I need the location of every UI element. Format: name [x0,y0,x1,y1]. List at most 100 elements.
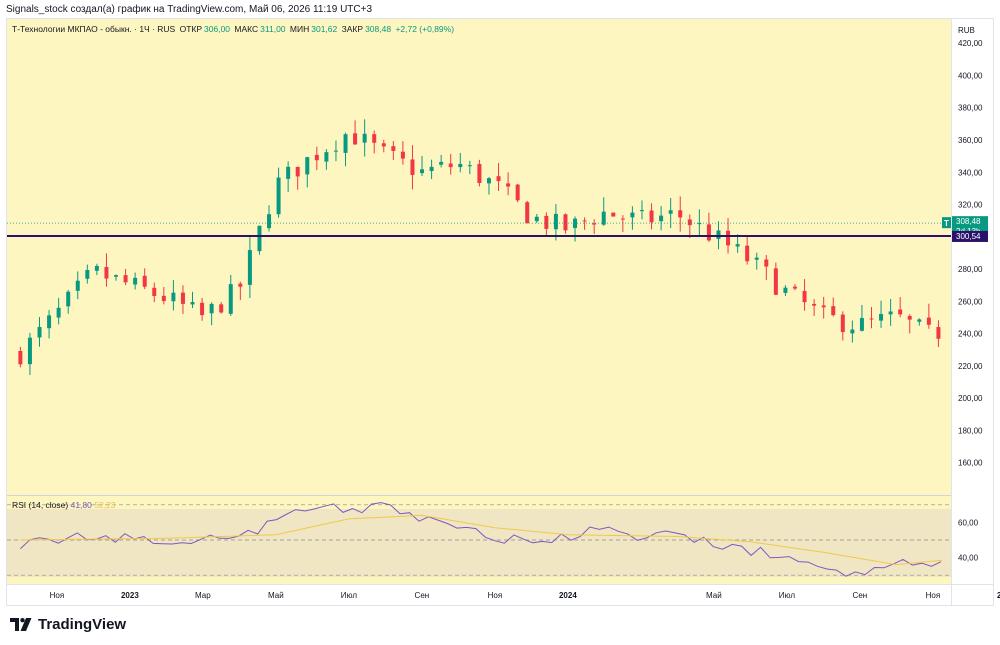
candle-body [792,286,797,289]
candle-body [171,292,176,302]
symbol-name[interactable]: Т-Технологии МКПАО - обыкн. · 1Ч · RUS [12,24,176,34]
price-tick-label: 160,00 [958,459,983,468]
candle-body [114,275,119,277]
candle-body [295,166,300,177]
candle-body [869,318,874,320]
candle-body [27,337,32,365]
candle-body [687,219,692,226]
level-badge [952,230,988,242]
candle-body [926,317,931,325]
rsi-legend[interactable]: RSI (14, close) 41,80 52,23 [12,500,116,510]
candle-body [888,311,893,315]
candle-body [123,275,128,283]
price-tick-label: 420,00 [958,39,983,48]
symbol-badge-letter: T [944,219,949,228]
symbol-legend[interactable]: Т-Технологии МКПАО - обыкн. · 1Ч · RUS О… [12,24,456,34]
price-tick-label: 340,00 [958,168,983,177]
price-tick-label: 360,00 [958,136,983,145]
candle-body [706,224,711,241]
candle-body [907,316,912,320]
candle-body [458,163,463,168]
candle-body [620,218,625,220]
high-value: 311,00 [260,24,286,34]
candle-body [802,290,807,303]
candle-body [534,216,539,222]
candle-body [305,157,310,175]
rsi-value: 41,80 [70,500,92,510]
candle-body [439,161,444,165]
currency-label[interactable]: RUB [958,26,975,35]
rsi-name[interactable]: RSI (14, close) [12,500,69,510]
candle-body [639,210,644,212]
candle-body [773,268,778,295]
candle-body [47,315,52,329]
candle-body [343,134,348,153]
rsi-tick-label: 40,00 [958,554,979,563]
candle-body [735,244,740,247]
candle-body [506,183,511,187]
candle-body [477,164,482,184]
candle-body [267,214,272,229]
candle-body [381,143,386,147]
low-value: 301,62 [311,24,338,34]
candle-body [649,210,654,223]
candle-body [601,211,606,225]
candle-body [372,134,377,143]
candle-body [429,166,434,172]
time-tick-label: Сен [853,591,868,600]
candle-body [525,202,530,224]
candle-body [209,303,214,314]
candle-body [745,245,750,262]
attribution-text: Signals_stock создал(а) график на Tradin… [6,4,373,15]
time-tick-label: Ноя [926,591,941,600]
tradingview-logo[interactable]: TradingView [10,616,126,633]
candle-body [496,176,501,182]
price-tick-label: 220,00 [958,362,983,371]
candle-body [592,223,597,225]
candle-body [754,257,759,260]
close-value: 308,48 [365,24,392,34]
tradingview-brand-text: TradingView [38,616,127,633]
candle-body [659,215,664,222]
candle-body [420,169,425,174]
change-value: +2,72 (+0,89%) [395,24,455,34]
rsi-axis: 60,00 40,00 [958,518,979,562]
candle-body [697,223,702,225]
candle-body [850,329,855,334]
candle-body [859,318,864,331]
candle-body [840,314,845,333]
candle-body [152,287,157,296]
candle-body [228,284,233,314]
candle-body [133,277,138,285]
candle-body [486,178,491,184]
candle-body [515,184,520,201]
time-tick-label: Июл [779,591,796,600]
candle-body [668,210,673,214]
candle-body [219,304,224,313]
time-tick-label: Сен [415,591,430,600]
candle-body [247,250,252,285]
price-tick-label: 320,00 [958,201,983,210]
price-tick-label: 400,00 [958,71,983,80]
rsi-line [20,502,942,577]
time-tick-label: Май [268,591,284,600]
candle-body [286,166,291,179]
candle-body [353,133,358,145]
time-tick-label: Ноя [50,591,65,600]
candle-body [898,309,903,315]
high-label: МАКС [234,24,259,34]
candle-body [448,163,453,168]
candle-body [18,350,23,365]
price-tick-label: 260,00 [958,297,983,306]
price-tick-label: 280,00 [958,265,983,274]
chart-frame [6,18,994,606]
time-axis[interactable]: Ноя 2023 Мар Май Июл Сен Ноя 2024 Май Июл Сен Ноя 20… [50,591,1000,600]
price-tick-label: 180,00 [958,426,983,435]
price-axis[interactable]: 420,00 400,00 380,00 360,00 340,00 320,00 300,… [958,26,983,468]
candle-body [94,265,99,271]
candle-body [75,280,80,291]
candle-body [56,307,61,318]
candle-body [410,159,415,175]
